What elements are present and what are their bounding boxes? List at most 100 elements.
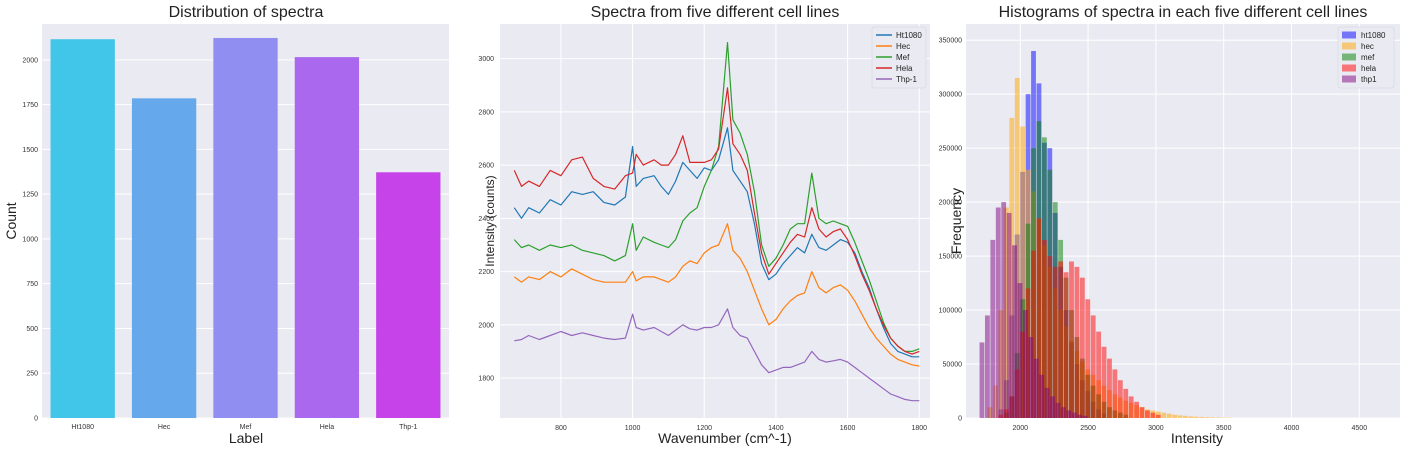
bar-chart-distribution: 0 250 500 750 1000 1250 1500 1750 2000 Ht1080 Hec… — [3, 4, 449, 446]
bar — [213, 37, 278, 419]
y-tick-labels: 1800 2000 2200 2400 2600 2800 3000 — [478, 56, 494, 382]
histogram-bar — [1096, 331, 1102, 418]
legend-label: ht1080 — [1361, 31, 1386, 40]
histogram-bar — [1128, 396, 1134, 418]
x-tick-label: Ht1080 — [71, 424, 94, 431]
histogram-bar — [984, 315, 990, 418]
x-tick-labels: 800 1000 1200 1400 1600 1800 — [555, 425, 927, 432]
y-tick-label: 150000 — [939, 254, 962, 261]
histogram-bar — [1031, 250, 1036, 418]
histogram-bar — [1101, 346, 1107, 418]
x-tick-label: 1000 — [625, 425, 641, 432]
histogram-bar — [998, 310, 1004, 418]
legend-label: thp1 — [1361, 75, 1377, 84]
y-axis-label: Count — [3, 202, 19, 239]
x-axis-label: Wavenumber (cm^-1) — [658, 430, 792, 446]
plot-area — [500, 24, 930, 418]
histogram-bar — [1003, 207, 1009, 418]
histogram-bar — [1001, 202, 1007, 418]
series-line — [514, 308, 920, 402]
grid — [500, 24, 930, 418]
histogram-bar — [993, 385, 998, 418]
series-line — [513, 87, 920, 355]
y-tick-label: 1500 — [22, 147, 38, 154]
y-tick-label: 2200 — [478, 269, 494, 276]
histogram-bar — [1063, 272, 1069, 418]
histogram-bar — [1074, 266, 1080, 418]
histogram-bar — [1047, 256, 1053, 418]
x-tick-label: 1800 — [911, 425, 927, 432]
bar — [294, 57, 360, 419]
histogram-bar — [1071, 412, 1077, 418]
histogram-bar — [1017, 283, 1023, 418]
y-tick-label: 750 — [26, 281, 38, 288]
histogram-bar — [998, 414, 1004, 418]
y-tick-label: 1250 — [22, 192, 38, 199]
x-tick-label: Hec — [158, 424, 171, 431]
histogram-bar — [1183, 415, 1188, 418]
histogram-bar — [1020, 126, 1026, 418]
histogram-bar — [1155, 414, 1161, 418]
histogram-bars — [979, 50, 1232, 419]
legend-swatch — [1342, 31, 1356, 39]
bars — [50, 37, 441, 419]
legend-label: Ht1080 — [896, 31, 922, 40]
histogram-bar — [987, 407, 993, 418]
legend-box — [1337, 26, 1395, 89]
legend-label: hela — [1361, 64, 1377, 73]
x-tick-label: 2000 — [1012, 425, 1028, 432]
y-tick-label: 2400 — [478, 216, 494, 223]
series-line — [513, 223, 920, 367]
series-line — [513, 42, 920, 352]
x-tick-label: 1200 — [696, 425, 712, 432]
histogram-bar — [1060, 407, 1066, 418]
histogram-bar — [1193, 416, 1199, 418]
series-lines — [513, 42, 920, 402]
y-tick-labels: 0 50000 100000 150000 200000 250000 300000 3500… — [939, 38, 962, 423]
x-tick-label: 1400 — [768, 425, 784, 432]
legend-label: Mef — [896, 53, 910, 62]
histogram-bar — [979, 342, 985, 418]
histogram-bar — [1166, 413, 1172, 418]
histogram-chart: 0 50000 100000 150000 200000 250000 300000 3500… — [939, 4, 1400, 446]
legend: ht1080 hec mef hela thp1 — [1337, 26, 1395, 89]
histogram-bar — [1123, 388, 1129, 418]
legend-label: Thp-1 — [896, 75, 917, 84]
histogram-bar — [1036, 218, 1042, 418]
bar — [50, 39, 115, 419]
y-tick-label: 3000 — [478, 56, 494, 63]
histogram-bar — [1066, 410, 1072, 418]
x-tick-label: Mef — [240, 424, 252, 431]
histogram-bar — [1188, 416, 1194, 418]
y-tick-label: 1750 — [22, 102, 38, 109]
histogram-bar — [1055, 402, 1061, 418]
histogram-bar — [1077, 414, 1083, 418]
x-tick-label: 800 — [555, 425, 567, 432]
histogram-bar — [1117, 380, 1123, 418]
chart-title: Distribution of spectra — [169, 4, 324, 21]
legend-swatch — [1342, 42, 1356, 50]
y-tick-label: 1800 — [478, 376, 494, 383]
histogram-bar — [1134, 401, 1139, 418]
histogram-bar — [1145, 410, 1150, 418]
histogram-bar — [1009, 117, 1015, 419]
chart-title: Spectra from five different cell lines — [591, 4, 840, 21]
x-tick-labels: Ht1080 Hec Mef Hela Thp-1 — [71, 424, 417, 431]
legend-swatch — [1342, 75, 1356, 83]
histogram-bar — [1041, 239, 1047, 418]
y-tick-label: 2000 — [478, 322, 494, 329]
x-axis-label: Intensity — [1171, 430, 1223, 446]
histogram-bar — [1139, 407, 1145, 418]
x-tick-labels: 2000 2500 3000 3500 4000 4500 — [1012, 425, 1367, 432]
histogram-bar — [1039, 374, 1045, 418]
bar — [131, 98, 197, 418]
y-tick-labels: 0 250 500 750 1000 1250 1500 1750 2000 — [22, 57, 38, 422]
histogram-bar — [1050, 396, 1055, 418]
chart-title: Histograms of spectra in each five diffe… — [999, 4, 1368, 21]
histogram-bar — [990, 239, 996, 418]
y-tick-label: 0 — [34, 416, 38, 423]
histogram-bar — [1150, 412, 1156, 418]
y-tick-label: 500 — [26, 326, 38, 333]
x-tick-label: 3000 — [1148, 425, 1164, 432]
series-line — [513, 127, 920, 358]
